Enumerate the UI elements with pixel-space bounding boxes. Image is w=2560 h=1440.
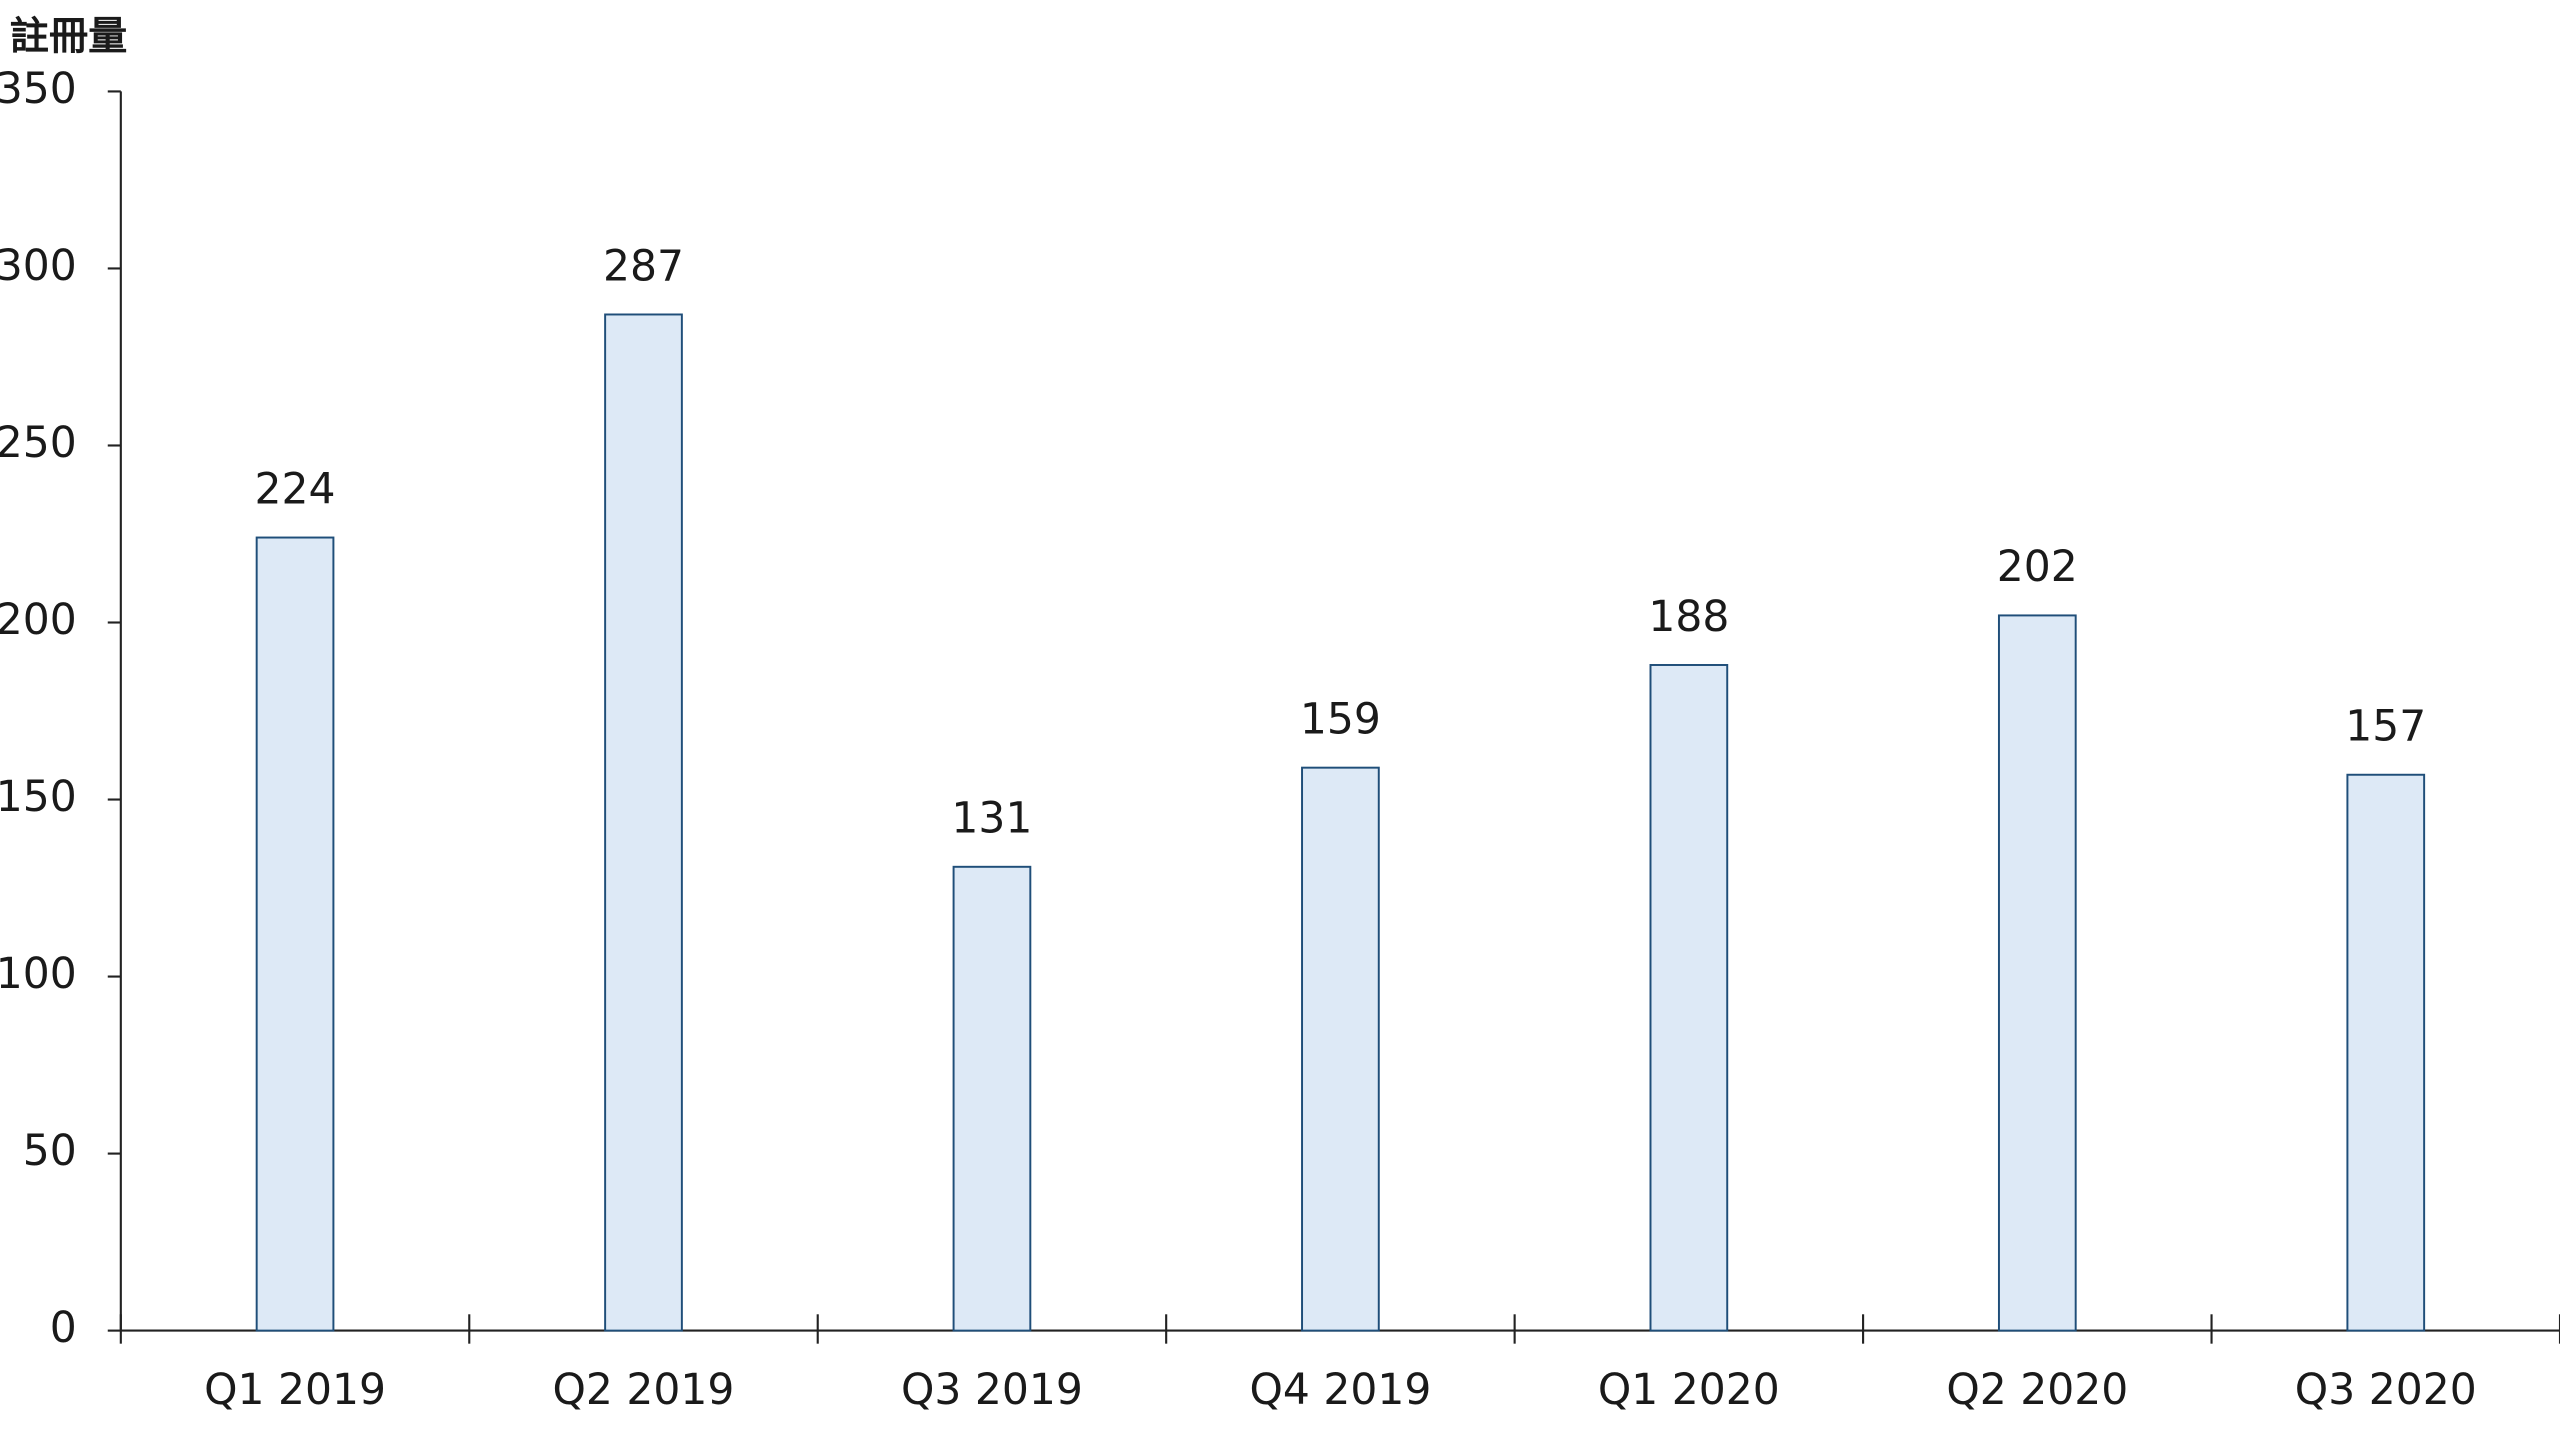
x-tick-label: Q1 2020 bbox=[1598, 1366, 1780, 1415]
data-label: 131 bbox=[951, 795, 1032, 844]
x-tick-label: Q1 2019 bbox=[204, 1366, 386, 1415]
bar bbox=[1649, 664, 1729, 1332]
y-tick-label: 50 bbox=[23, 1127, 77, 1176]
x-tick-label: Q3 2020 bbox=[2295, 1366, 2477, 1415]
bar bbox=[1301, 766, 1380, 1332]
data-label: 188 bbox=[1648, 593, 1729, 642]
data-label: 159 bbox=[1300, 695, 1381, 744]
x-tick-label: Q2 2020 bbox=[1946, 1366, 2128, 1415]
data-label: 157 bbox=[2345, 703, 2426, 752]
y-tick-label: 300 bbox=[0, 242, 77, 291]
y-tick-label: 100 bbox=[0, 950, 77, 999]
bar bbox=[255, 536, 335, 1332]
x-tick-label: Q2 2019 bbox=[553, 1366, 735, 1415]
data-label: 224 bbox=[255, 465, 336, 514]
y-tick-label: 350 bbox=[0, 65, 77, 114]
bar bbox=[604, 313, 683, 1332]
data-label: 287 bbox=[603, 242, 684, 291]
bar bbox=[2346, 773, 2426, 1332]
y-axis-label: 註冊量 bbox=[10, 15, 128, 60]
x-tick-label: Q4 2019 bbox=[1249, 1366, 1431, 1415]
y-tick-label: 0 bbox=[50, 1304, 77, 1353]
y-tick-label: 150 bbox=[0, 773, 77, 822]
bar bbox=[1997, 614, 2077, 1332]
y-tick-label: 200 bbox=[0, 596, 77, 645]
bar bbox=[952, 865, 1032, 1332]
data-label: 202 bbox=[1997, 543, 2078, 592]
y-tick-label: 250 bbox=[0, 419, 77, 468]
x-tick-label: Q3 2019 bbox=[901, 1366, 1083, 1415]
